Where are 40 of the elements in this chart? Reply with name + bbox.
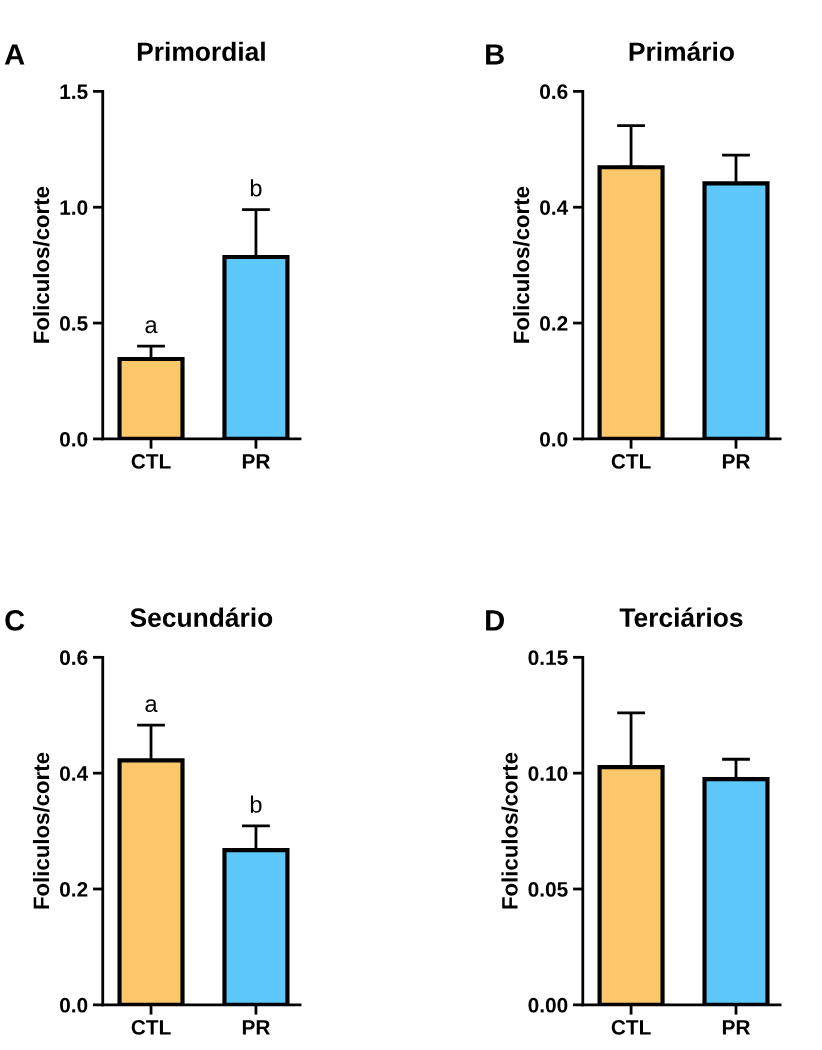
y-tick-label: 1.0	[60, 200, 88, 215]
annotation: a	[145, 320, 158, 334]
text: C	[5, 610, 25, 631]
x-tick-label: PR	[242, 454, 270, 469]
y-tick-label: 0.0	[60, 997, 88, 1013]
x-tick-label: CTL	[131, 454, 171, 469]
y-tick-label: 0.2	[540, 316, 568, 331]
y-tick-label: 0.4	[60, 766, 89, 781]
x-tick-label: CTL	[131, 1019, 171, 1035]
x-tick-label: PR	[242, 1020, 270, 1035]
y-tick-label: 0.15	[528, 650, 568, 666]
chart-title: Primordial	[137, 41, 265, 62]
y-axis-title: Foliculos/corte	[32, 752, 50, 909]
y-tick-label: 1.5	[60, 84, 88, 100]
x-tick-label: CTL	[611, 1019, 651, 1035]
y-tick-label: 0.4	[540, 200, 569, 215]
text: B	[486, 44, 504, 65]
chart-title: Primário	[629, 41, 734, 62]
y-tick-label: 0.6	[60, 650, 88, 666]
text: D	[486, 610, 504, 631]
x-tick-label: PR	[722, 1020, 751, 1035]
y-axis-title: Foliculos/corte	[32, 186, 50, 343]
y-axis-title: Foliculos/corte	[512, 186, 530, 343]
chart-title: Terciários	[619, 607, 743, 627]
y-tick-label: 0.05	[528, 882, 568, 897]
x-tick-label: CTL	[611, 454, 651, 469]
y-tick-label: 0.5	[60, 316, 88, 331]
annotation: b	[250, 179, 262, 197]
y-tick-label: 0.0	[540, 431, 568, 447]
y-tick-label: 0.2	[60, 882, 88, 897]
text: A	[4, 44, 25, 65]
y-axis-title: Foliculos/corte	[501, 752, 518, 909]
y-tick-label: 0.6	[540, 84, 568, 100]
annotation: b	[250, 795, 262, 813]
y-tick-label: 0.0	[60, 431, 88, 447]
chart-title: Secundário	[130, 607, 273, 627]
annotation: a	[145, 699, 158, 713]
y-tick-label: 0.10	[528, 766, 568, 781]
y-tick-label: 0.00	[528, 997, 568, 1013]
x-tick-label: PR	[722, 454, 751, 469]
